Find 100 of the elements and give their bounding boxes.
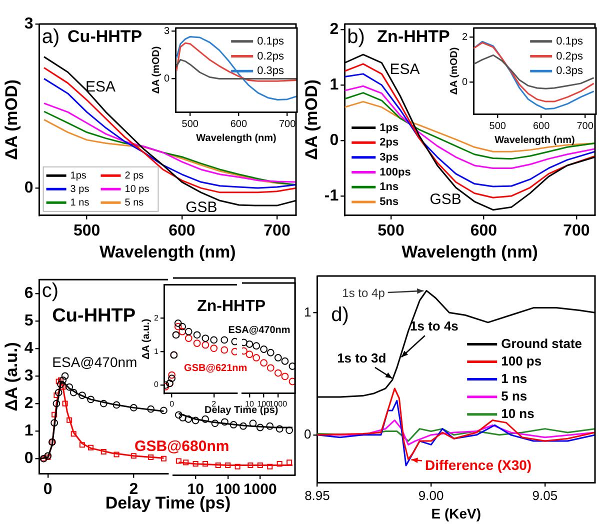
point [288, 378, 295, 386]
point [281, 357, 289, 365]
annotation: d) [331, 304, 349, 326]
point [281, 372, 289, 380]
point [114, 452, 120, 458]
legend-label: 10 ns [501, 406, 534, 421]
point [70, 431, 76, 437]
point [60, 384, 66, 390]
legend-label: 1ns [380, 181, 399, 194]
legend-label: 3 ps [70, 184, 90, 195]
legend-label: 1ps [70, 170, 86, 182]
point [112, 401, 120, 409]
point [266, 364, 274, 372]
point [130, 404, 138, 412]
annotation: GSB [430, 191, 462, 208]
x-tick-label: 10 [245, 399, 254, 408]
point [178, 322, 186, 330]
point [100, 449, 106, 455]
point [184, 334, 192, 342]
y-tick-label: 0 [24, 179, 34, 196]
point [160, 456, 166, 462]
x-tick-label: 500 [73, 222, 100, 240]
y-tick-label: 1 [154, 346, 159, 356]
y-tick-label: -1 [324, 187, 339, 204]
y-tick-label: 2 [330, 20, 339, 38]
y-tick-label: 1 [330, 76, 339, 94]
y-tick-label: 0 [24, 450, 34, 468]
legend-label: 10 ps [124, 184, 150, 195]
point [202, 341, 210, 349]
point [52, 412, 58, 418]
point [61, 372, 69, 380]
legend-label: 0.2ps [556, 50, 584, 62]
annotation: c) [42, 280, 59, 302]
y-tick-label: 0 [154, 380, 159, 390]
legend-label: 0.2ps [257, 50, 284, 62]
x-axis-title: Wavelength (nm) [494, 134, 575, 146]
point [210, 336, 218, 344]
point [174, 322, 182, 330]
text: Zn-HHTP [197, 298, 266, 315]
y-axis-title: ΔA (a.u.) [140, 318, 152, 360]
point [260, 359, 268, 367]
legend-label: 5ns [380, 196, 399, 208]
point [70, 388, 78, 396]
point [193, 331, 201, 339]
point [100, 400, 108, 408]
x-axis-title: Wavelength (nm) [196, 132, 276, 144]
point [59, 376, 67, 384]
point [62, 400, 68, 406]
point [168, 374, 176, 382]
x-axis-title: E (KeV) [431, 505, 482, 522]
point [252, 342, 260, 350]
x-tick-label: 600 [230, 118, 248, 130]
legend-label: 5 ns [124, 197, 144, 208]
y-tick-label: 1 [304, 304, 312, 320]
annotation: 1s to 3d [337, 350, 386, 366]
legend-label: 100ps [380, 166, 411, 178]
legend-label: 0.3ps [257, 65, 284, 78]
annotation: Difference (X30) [425, 457, 532, 474]
y-tick-label: 3 [164, 26, 170, 37]
point [252, 354, 260, 362]
legend-label: 1 ns [70, 197, 90, 208]
y-axis-title: ΔA (mOD) [2, 79, 21, 160]
y-tick-label: 1 [24, 422, 34, 440]
legend-label: 0.1ps [257, 35, 284, 48]
x-tick-label: 500 [182, 118, 199, 130]
x-tick-label: 700 [563, 222, 590, 240]
annotation: GSB [186, 198, 218, 216]
legend-label: 5 ns [501, 388, 528, 404]
y-tick-label: 6 [24, 284, 34, 302]
annotation: GSB@680nm [134, 438, 230, 455]
x-axis-title: Wavelength (nm) [99, 242, 236, 262]
x-tick-label: 600 [470, 222, 498, 240]
point [246, 350, 254, 358]
point [147, 405, 155, 413]
point [274, 369, 282, 377]
annotation: ESA [86, 78, 116, 96]
legend-label: 0.1ps [556, 35, 584, 48]
point [79, 442, 85, 448]
y-tick-label: 0 [330, 132, 339, 149]
chart-title: Zn-HHTP [377, 27, 450, 46]
point [193, 340, 201, 347]
point [184, 328, 192, 336]
legend-label: Ground state [501, 336, 582, 351]
y-axis-title: ΔA (mOD) [448, 47, 460, 95]
point [78, 392, 86, 399]
legend-label: 1 ns [501, 370, 528, 386]
text: Cu-HHTP [52, 306, 136, 327]
point [210, 344, 218, 352]
point [56, 378, 62, 384]
point [130, 453, 136, 459]
x-tick-label: 1000 [243, 481, 277, 498]
chart-title: Cu-HHTP [68, 27, 142, 46]
point [260, 346, 268, 353]
legend-label: 3ps [380, 151, 399, 164]
x-tick-label: 600 [168, 222, 196, 240]
point [52, 400, 60, 408]
x-tick-label: 700 [264, 222, 290, 240]
x-tick-label: 500 [489, 120, 506, 132]
point [274, 354, 282, 362]
point [168, 371, 176, 379]
